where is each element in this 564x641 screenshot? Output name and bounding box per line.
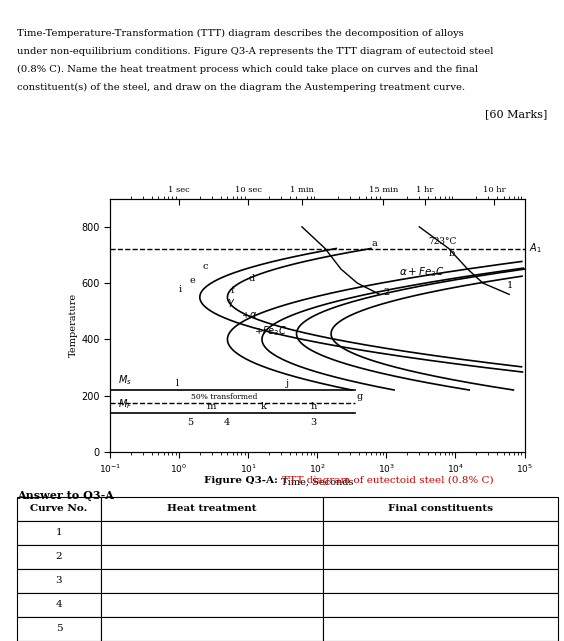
FancyBboxPatch shape	[17, 497, 101, 520]
FancyBboxPatch shape	[101, 520, 323, 545]
FancyBboxPatch shape	[323, 617, 558, 641]
Text: a: a	[371, 239, 377, 248]
Text: $\gamma$: $\gamma$	[227, 297, 236, 309]
FancyBboxPatch shape	[101, 617, 323, 641]
Y-axis label: Temperature: Temperature	[69, 293, 78, 358]
Text: Time-Temperature-Transformation (TTT) diagram describes the decomposition of all: Time-Temperature-Transformation (TTT) di…	[17, 29, 464, 38]
FancyBboxPatch shape	[323, 569, 558, 593]
Text: k: k	[261, 402, 266, 411]
Text: b: b	[449, 249, 455, 258]
FancyBboxPatch shape	[17, 520, 101, 545]
Text: g: g	[356, 392, 363, 401]
X-axis label: Time, Seconds: Time, Seconds	[281, 478, 354, 487]
FancyBboxPatch shape	[323, 593, 558, 617]
Text: d: d	[248, 274, 254, 283]
Text: i: i	[179, 285, 182, 294]
Text: Curve No.: Curve No.	[30, 504, 87, 513]
Text: 2: 2	[56, 553, 62, 562]
Text: c: c	[202, 262, 208, 271]
Text: 5: 5	[187, 418, 193, 427]
Text: constituent(s) of the steel, and draw on the diagram the Austempering treatment : constituent(s) of the steel, and draw on…	[17, 83, 465, 92]
Text: +$Fe_3C$: +$Fe_3C$	[254, 324, 287, 338]
Text: 1: 1	[56, 528, 62, 537]
Text: 1: 1	[506, 281, 513, 290]
Text: 4: 4	[56, 601, 62, 610]
Text: Heat treatment: Heat treatment	[167, 504, 257, 513]
Text: j: j	[286, 379, 289, 388]
Text: under non-equilibrium conditions. Figure Q3-A represents the TTT diagram of eute: under non-equilibrium conditions. Figure…	[17, 47, 494, 56]
FancyBboxPatch shape	[323, 520, 558, 545]
Text: Final constituents: Final constituents	[388, 504, 493, 513]
Text: f: f	[230, 287, 234, 296]
Text: 50% transformed: 50% transformed	[191, 394, 258, 401]
Text: e: e	[189, 276, 195, 285]
FancyBboxPatch shape	[17, 545, 101, 569]
FancyBboxPatch shape	[17, 593, 101, 617]
Text: 2: 2	[383, 288, 389, 297]
FancyBboxPatch shape	[17, 617, 101, 641]
Text: 723°C: 723°C	[428, 237, 456, 246]
Text: 3: 3	[56, 576, 62, 585]
Text: $M_s$: $M_s$	[118, 374, 131, 387]
Text: (0.8% C). Name the heat treatment process which could take place on curves and t: (0.8% C). Name the heat treatment proces…	[17, 65, 478, 74]
Text: 5: 5	[56, 624, 62, 633]
FancyBboxPatch shape	[323, 545, 558, 569]
Text: l: l	[176, 379, 179, 388]
FancyBboxPatch shape	[101, 545, 323, 569]
FancyBboxPatch shape	[101, 569, 323, 593]
FancyBboxPatch shape	[323, 497, 558, 520]
FancyBboxPatch shape	[17, 569, 101, 593]
Text: $\alpha + Fe_3C$: $\alpha + Fe_3C$	[399, 265, 444, 279]
Text: $A_1$: $A_1$	[528, 242, 541, 255]
Text: $M_F$: $M_F$	[118, 397, 132, 411]
FancyBboxPatch shape	[101, 593, 323, 617]
Text: m: m	[206, 402, 216, 411]
Text: Answer to Q3-A: Answer to Q3-A	[17, 490, 114, 501]
Text: 3: 3	[311, 418, 317, 427]
Text: Figure Q3-A:: Figure Q3-A:	[205, 476, 282, 485]
Text: TTT diagram of eutectoid steel (0.8% C): TTT diagram of eutectoid steel (0.8% C)	[282, 476, 494, 485]
Text: 4: 4	[224, 418, 231, 427]
FancyBboxPatch shape	[101, 497, 323, 520]
Text: +$\alpha$: +$\alpha$	[241, 310, 258, 320]
Text: h: h	[311, 402, 317, 411]
Text: [60 Marks]: [60 Marks]	[484, 110, 547, 120]
